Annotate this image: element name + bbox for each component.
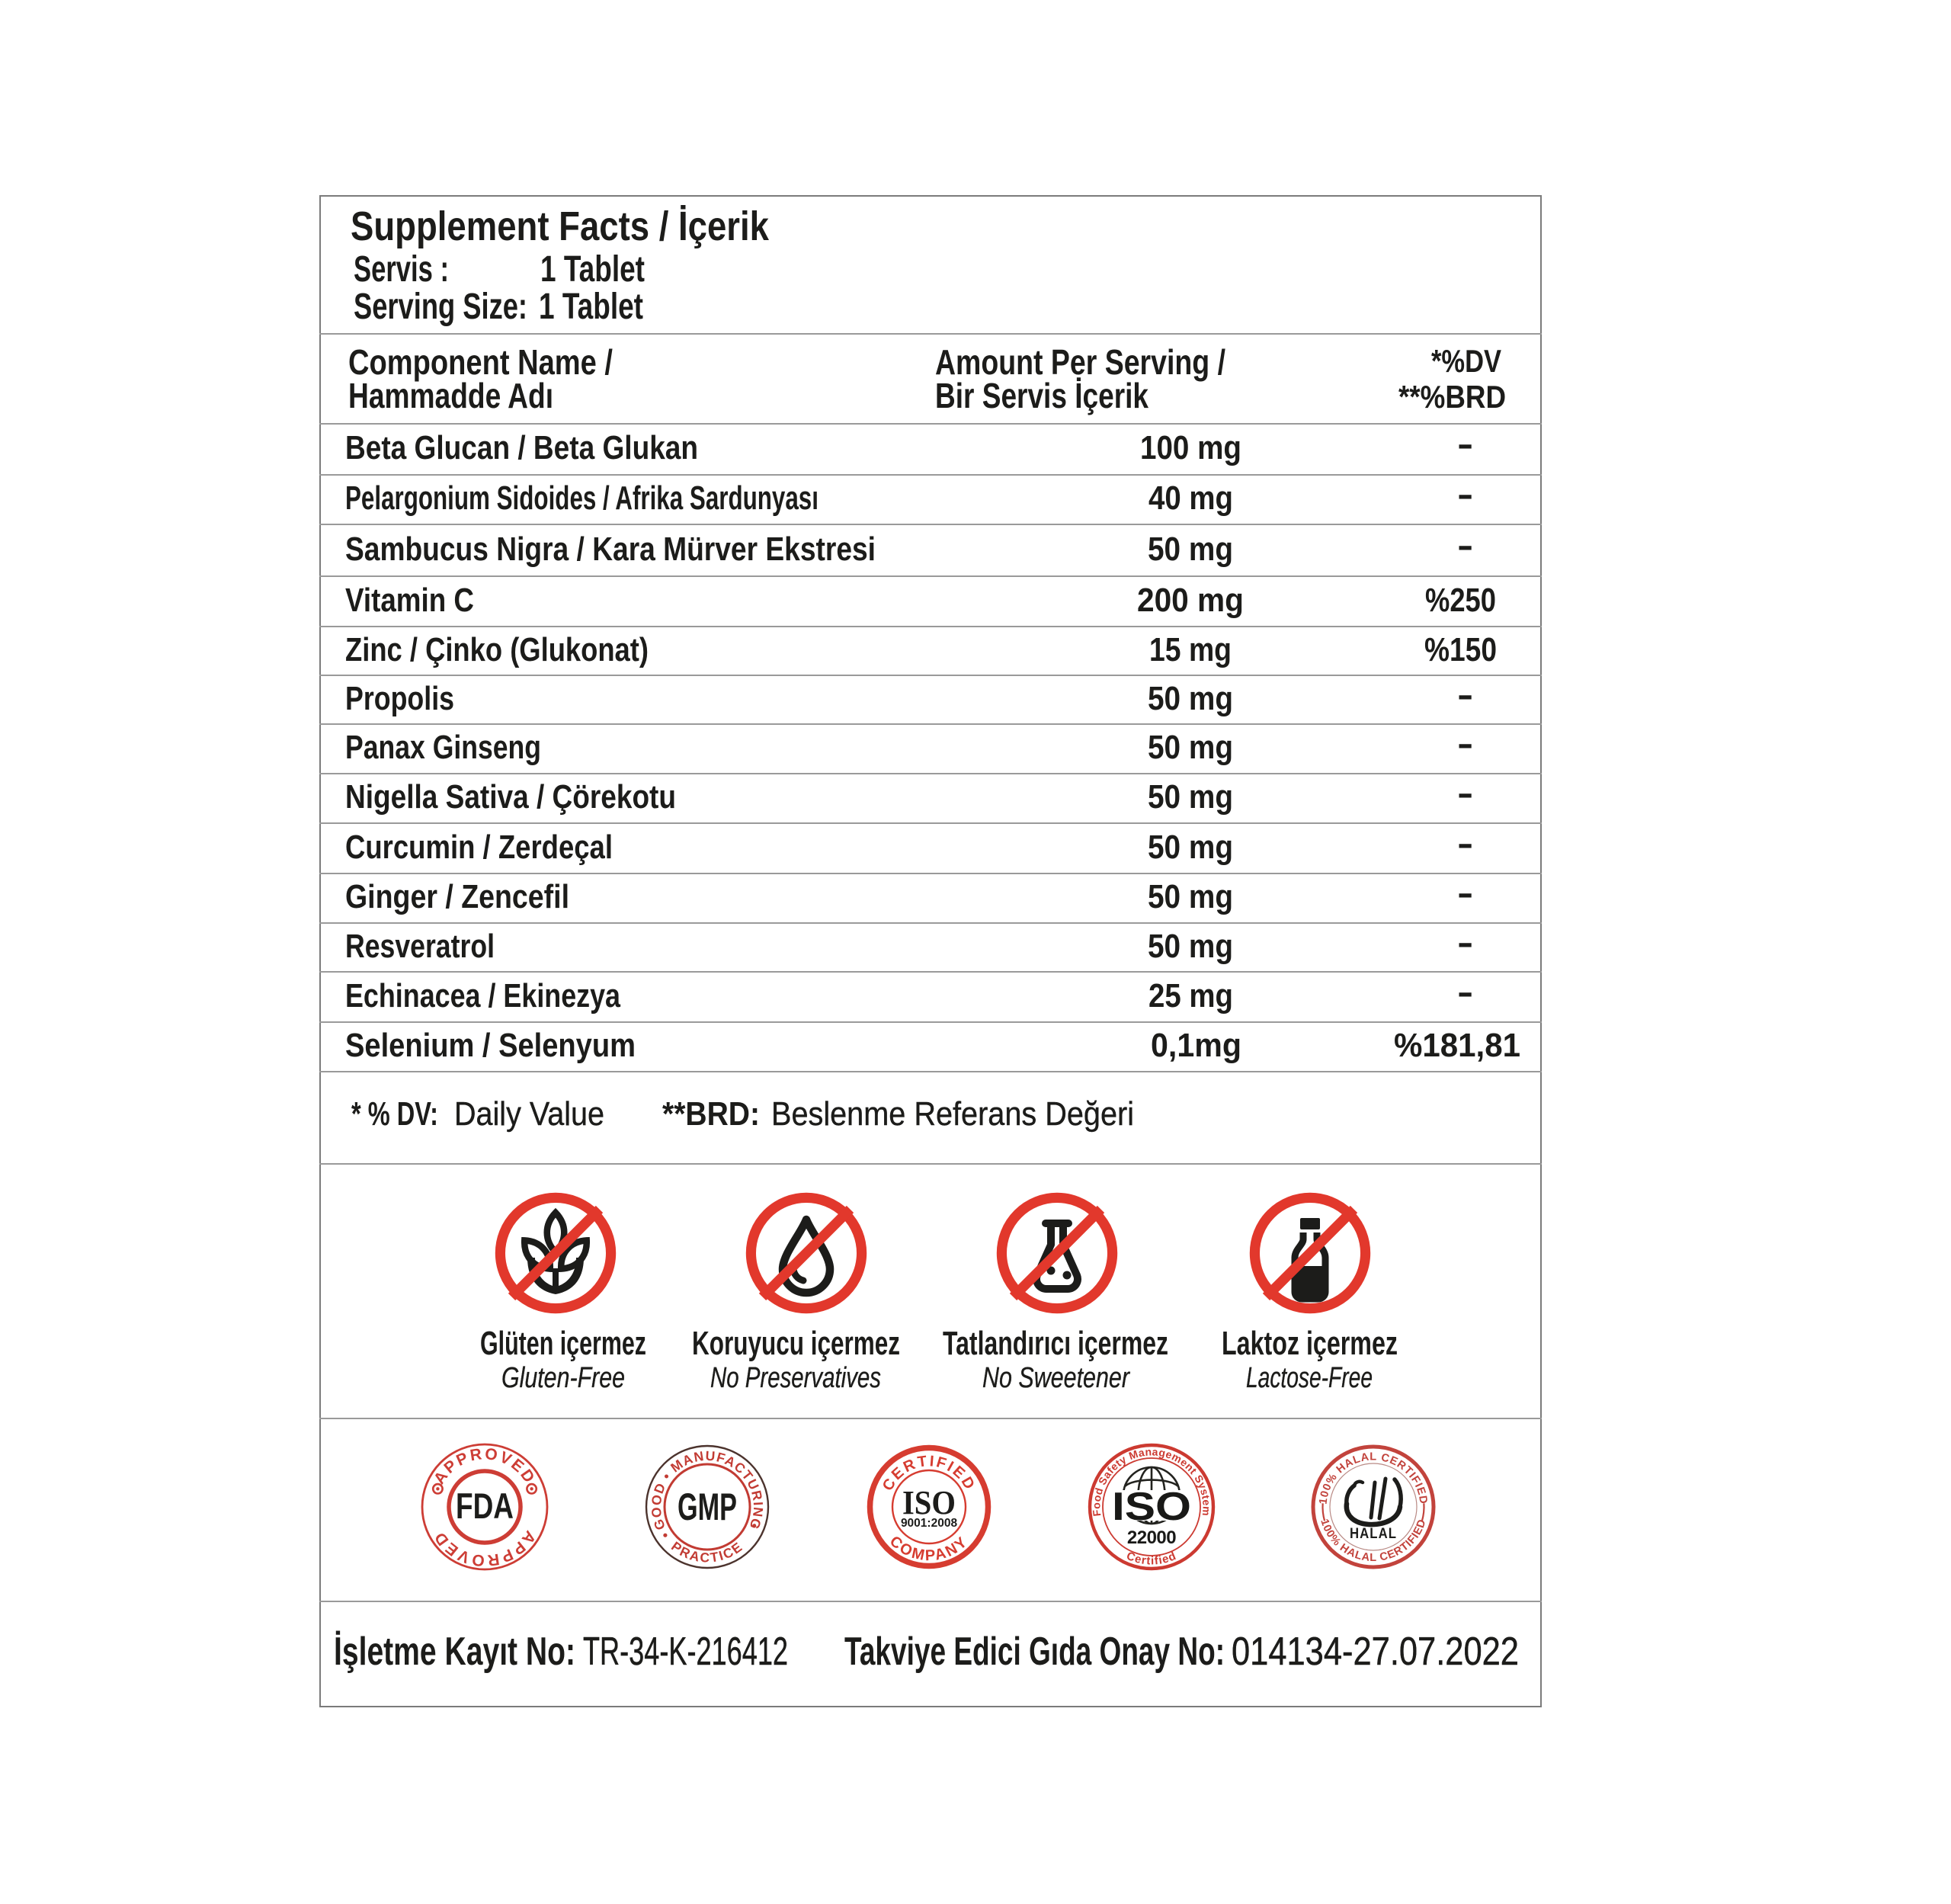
svg-text:GMP: GMP — [678, 1486, 737, 1528]
svg-text:Certified: Certified — [1125, 1550, 1179, 1568]
svg-text:ISO: ISO — [902, 1484, 956, 1521]
svg-text:22000: 22000 — [1127, 1527, 1176, 1548]
svg-text:ISO: ISO — [1112, 1485, 1191, 1529]
svg-text:HALAL: HALAL — [1350, 1526, 1397, 1542]
svg-text:9001:2008: 9001:2008 — [901, 1517, 958, 1530]
svg-text:FDA: FDA — [456, 1486, 514, 1526]
svg-text:APPROVED: APPROVED — [431, 1445, 539, 1487]
svg-text:APPROVED: APPROVED — [431, 1527, 540, 1569]
